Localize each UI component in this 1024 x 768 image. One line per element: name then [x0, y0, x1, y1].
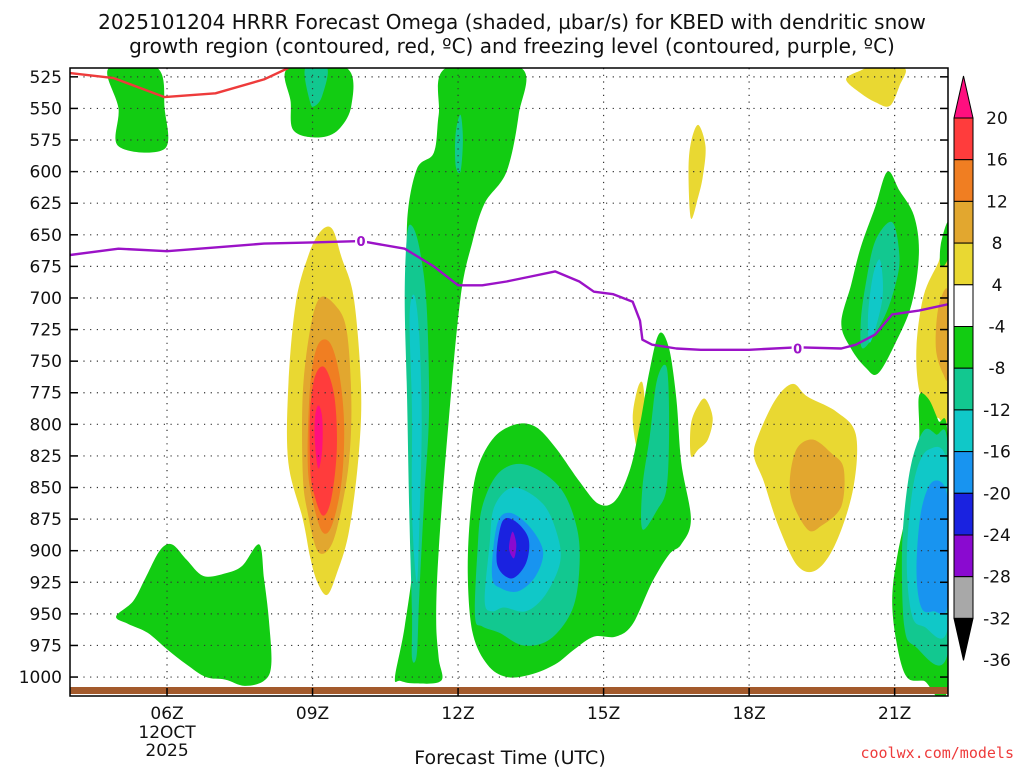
colorbar-top-arrow: [953, 75, 974, 119]
colorbar-label: -20: [983, 484, 1011, 504]
y-tick-label-950: 950: [30, 605, 62, 625]
colorbar-segment: [953, 242, 974, 286]
omega-shading: [107, 68, 948, 696]
omega-region-g16-0: [309, 366, 337, 516]
freezing-label-bg: [791, 340, 804, 356]
omega-region-g20-0: [314, 405, 323, 469]
colorbar-label: -32: [983, 609, 1011, 629]
y-tick-label-975: 975: [30, 636, 62, 656]
ground-strip: [70, 687, 948, 694]
y-tick-label-625: 625: [30, 194, 62, 214]
colorbar-label: -12: [983, 401, 1011, 421]
x-tick-sublabel: 12OCT: [138, 723, 196, 743]
omega-region-g4-1: [688, 124, 706, 220]
gridlines: [70, 68, 948, 696]
colorbar-segment: [953, 284, 974, 327]
omega-region-g4-5: [846, 68, 906, 107]
y-tick-label-550: 550: [30, 99, 62, 119]
colorbar-segment: [953, 159, 974, 202]
freezing-level-label: 0: [793, 343, 802, 358]
omega-region-n8-0: [304, 68, 328, 107]
omega-region-g4-2: [690, 398, 713, 458]
y-tick-label-850: 850: [30, 479, 62, 499]
colorbar-label: 12: [986, 192, 1008, 212]
colorbar-segment: [953, 326, 974, 369]
colorbar-label: -8: [989, 359, 1006, 379]
omega-region-n4-7: [939, 222, 948, 267]
colorbar-segment: [953, 492, 974, 536]
colorbar-label: 20: [986, 109, 1008, 129]
colorbar-label: 8: [992, 234, 1003, 254]
plot-frame: [69, 67, 949, 697]
colorbar-bottom-arrow: [953, 617, 974, 661]
y-tick-label-750: 750: [30, 352, 62, 372]
plot-area: 00: [69, 67, 949, 697]
omega-region-n8-2: [455, 114, 463, 174]
colorbar-segment: [953, 367, 974, 411]
colorbar-label: -24: [983, 526, 1011, 546]
colorbar-label: -36: [983, 651, 1011, 671]
x-tick-label-15Z: 15Z: [587, 704, 620, 724]
colorbar-segment: [953, 200, 974, 244]
x-tick-label-06Z: 06Z: [150, 704, 183, 724]
omega-region-n16-1: [916, 480, 948, 615]
y-tick-label-925: 925: [30, 573, 62, 593]
omega-region-g8-2: [935, 288, 948, 381]
dendritic-growth-line: [70, 68, 289, 99]
y-tick-label-650: 650: [30, 226, 62, 246]
y-tick-label-775: 775: [30, 384, 62, 404]
omega-region-n4-2: [116, 543, 272, 686]
credit-text: coolwx.com/models: [860, 744, 1014, 762]
y-axis: 525 550 575 600 625 650 675 700 725 750 775 800 825 8…: [19, 68, 948, 688]
y-tick-label-525: 525: [30, 68, 62, 88]
y-tick-label-675: 675: [30, 257, 62, 277]
y-tick-label-700: 700: [30, 289, 62, 309]
colorbar-segment: [953, 409, 974, 453]
y-tick-label-600: 600: [30, 163, 62, 183]
y-tick-label-900: 900: [30, 542, 62, 562]
colorbar-segment: [953, 117, 974, 161]
omega-region-n12-0: [409, 294, 422, 583]
chart-title-line1: 2025101204 HRRR Forecast Omega (shaded, …: [98, 10, 926, 34]
colorbar-segment: [953, 534, 974, 578]
colorbar: 20 16 12 8 4 -4 -8 -12 -16 -20 -24 -28 -32 -36: [953, 75, 1011, 671]
y-tick-label-875: 875: [30, 510, 62, 530]
colorbar-segment: [953, 451, 974, 494]
y-tick-label-1000: 1000: [19, 668, 62, 688]
freezing-level-label: 0: [357, 235, 366, 250]
x-tick-label-18Z: 18Z: [732, 704, 765, 724]
omega-region-n4-3: [394, 68, 527, 684]
x-axis-title: Forecast Time (UTC): [414, 747, 605, 768]
omega-region-n24-0: [508, 531, 517, 559]
x-tick-sublabel: 2025: [145, 741, 188, 761]
y-tick-label-575: 575: [30, 131, 62, 151]
colorbar-label: -4: [989, 318, 1006, 338]
y-tick-label-825: 825: [30, 447, 62, 467]
freezing-label-bg: [355, 233, 368, 249]
chart-title-line2: growth region (contoured, red, ºC) and f…: [129, 34, 895, 58]
colorbar-label: 4: [992, 276, 1003, 296]
y-tick-label-800: 800: [30, 415, 62, 435]
omega-region-n4-0: [107, 68, 169, 153]
x-tick-label-09Z: 09Z: [296, 704, 329, 724]
colorbar-label: 16: [986, 151, 1008, 171]
omega-region-n12-2: [867, 259, 884, 343]
omega-region-g8-1: [789, 439, 845, 532]
x-tick-label-21Z: 21Z: [878, 704, 911, 724]
colorbar-segment: [953, 576, 974, 619]
freezing-level-line: [70, 239, 948, 351]
omega-region-g4-6: [916, 232, 948, 427]
colorbar-label: -16: [983, 443, 1011, 463]
omega-region-n8-4: [641, 364, 670, 530]
contour-lines: 00: [70, 68, 948, 358]
colorbar-label: -28: [983, 568, 1011, 588]
x-tick-label-12Z: 12Z: [441, 704, 474, 724]
omega-region-n4-1: [284, 68, 354, 138]
y-tick-label-725: 725: [30, 321, 62, 341]
